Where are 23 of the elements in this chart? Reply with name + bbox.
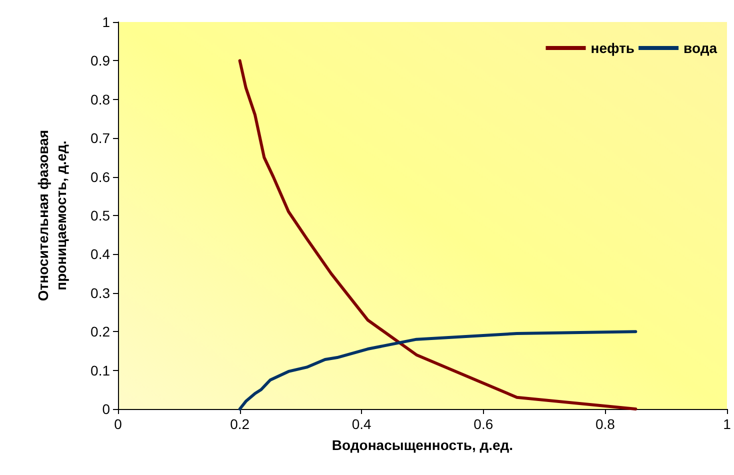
- y-tick-label: 0.2: [90, 324, 110, 340]
- y-tick-label: 0.5: [90, 208, 110, 224]
- y-tick-label: 1: [102, 14, 110, 30]
- x-axis-title: Водонасыщенность, д.ед.: [332, 436, 514, 453]
- legend-label: нефть: [590, 40, 635, 56]
- y-tick-label: 0.4: [90, 246, 110, 262]
- x-tick-label: 1: [723, 416, 732, 432]
- y-tick-label: 0.8: [90, 91, 110, 108]
- y-tick-label: 0.6: [90, 168, 110, 185]
- x-tick-label: 0.8: [595, 416, 616, 432]
- y-tick-label: 0: [102, 401, 110, 417]
- legend-label: вода: [684, 40, 718, 56]
- x-tick-label: 0: [114, 416, 122, 432]
- x-tick-label: 0.2: [230, 416, 250, 432]
- y-tick-label: 0.3: [90, 284, 110, 301]
- y-tick-label: 0.7: [90, 130, 110, 146]
- y-axis-title: Относительная фазовая проницаемость, д.ед.: [35, 130, 69, 302]
- y-tick-label: 0.9: [90, 52, 110, 69]
- x-tick-label: 0.6: [474, 416, 494, 432]
- y-tick-label: 0.1: [90, 362, 110, 378]
- line-series: [238, 330, 638, 410]
- x-tick-label: 0.4: [352, 416, 372, 432]
- line-series: [238, 59, 638, 410]
